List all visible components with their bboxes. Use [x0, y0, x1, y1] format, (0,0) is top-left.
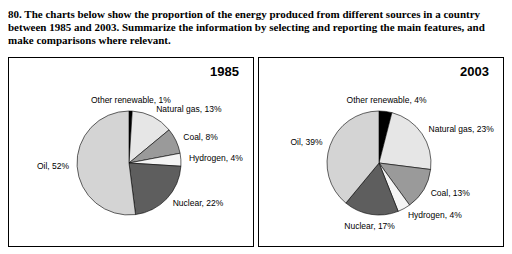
svg-text:Other renewable, 1%: Other renewable, 1% — [90, 95, 171, 105]
svg-text:Coal, 13%: Coal, 13% — [431, 188, 471, 198]
svg-text:Natural gas, 13%: Natural gas, 13% — [156, 104, 222, 114]
html-text:1985: 1985 — [210, 64, 239, 79]
svg-text:Oil, 52%: Oil, 52% — [37, 161, 70, 171]
svg-text:Other renewable, 4%: Other renewable, 4% — [347, 95, 427, 105]
html-text:80. The charts below show the: 80. The charts below show the proportion… — [8, 8, 485, 46]
svg-text:Coal, 8%: Coal, 8% — [183, 132, 218, 142]
html-text:2003: 2003 — [460, 64, 489, 79]
svg-text:Oil, 39%: Oil, 39% — [290, 137, 323, 147]
svg-text:Nuclear, 22%: Nuclear, 22% — [173, 198, 224, 208]
svg-text:Hydrogen, 4%: Hydrogen, 4% — [189, 153, 243, 163]
svg-text:Nuclear, 17%: Nuclear, 17% — [344, 221, 395, 231]
svg-text:Natural gas, 23%: Natural gas, 23% — [429, 124, 495, 134]
svg-text:Hydrogen, 4%: Hydrogen, 4% — [408, 210, 462, 220]
